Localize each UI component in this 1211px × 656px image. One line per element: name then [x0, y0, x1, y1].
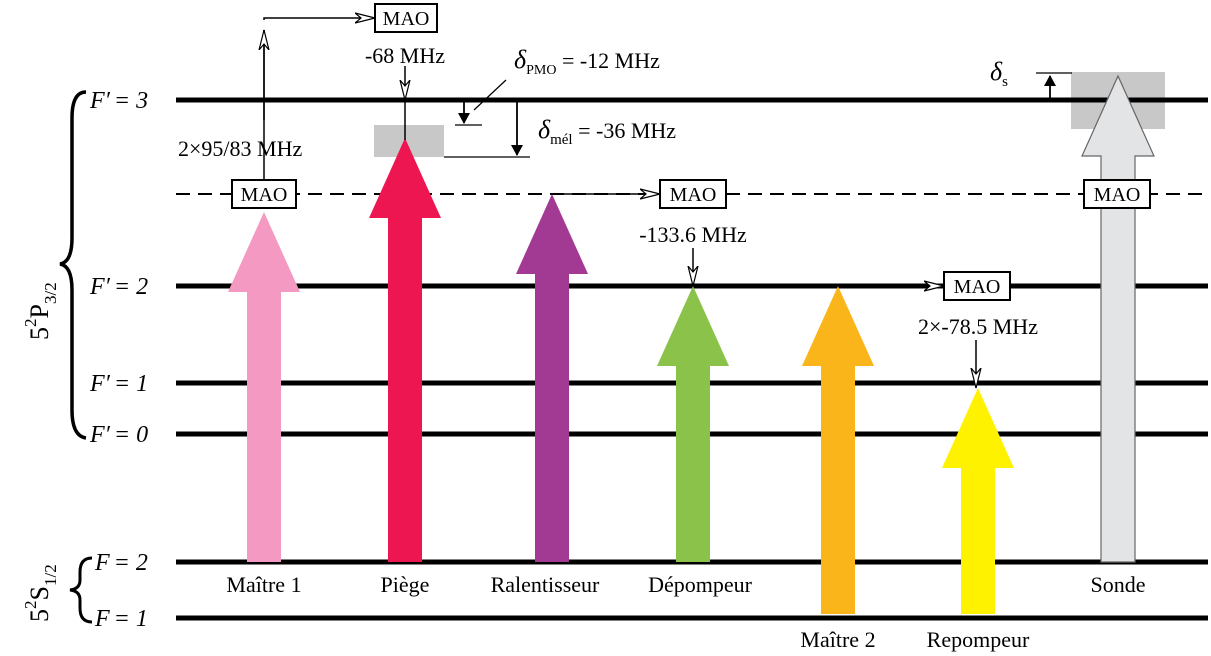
beam-label-maitre2: Maître 2 [800, 627, 875, 652]
beam-label-ralentisseur: Ralentisseur [491, 572, 600, 597]
beam-arrow-piege [369, 138, 441, 562]
delta-pmo: δPMO = -12 MHz [514, 45, 660, 78]
freq-double-pass: 2×95/83 MHz [178, 136, 302, 161]
level-label-f0: F′ = 0 [89, 422, 148, 448]
state-excited: 52P3/2 [21, 282, 60, 340]
beam-label-depompeur: Dépompeur [648, 572, 753, 597]
beam-label-repompeur: Repompeur [927, 627, 1030, 652]
mao-top: MAO [374, 3, 438, 33]
svg-text:52S1/2: 52S1/2 [21, 564, 60, 622]
mao-repompeur: MAO [943, 271, 1011, 301]
svg-text:MAO: MAO [954, 276, 1001, 298]
mao-sonde: MAO [1083, 179, 1151, 209]
freq-piege: -68 MHz [365, 43, 445, 68]
beam-label-maitre1: Maître 1 [226, 572, 301, 597]
svg-text:MAO: MAO [383, 8, 430, 30]
mao-depompeur: MAO [659, 179, 727, 209]
beam-label-sonde: Sonde [1091, 572, 1146, 597]
beam-arrow-depompeur [657, 286, 729, 562]
path-to-top-mao [263, 18, 375, 20]
delta-mel: δmél = -36 MHz [538, 115, 676, 148]
svg-text:MAO: MAO [670, 184, 717, 206]
beam-arrow-repompeur [942, 388, 1014, 614]
level-label-f3: F′ = 3 [89, 88, 148, 114]
delta-s: δs [990, 57, 1008, 90]
level-label-f2: F′ = 2 [89, 274, 148, 300]
svg-text:MAO: MAO [241, 184, 288, 206]
freq-depompeur: -133.6 MHz [639, 222, 747, 247]
freq-repompeur: 2×-78.5 MHz [918, 314, 1038, 339]
beam-arrow-maitre1 [228, 212, 300, 562]
brace-ground [69, 556, 93, 624]
beam-arrow-maitre2 [802, 286, 874, 614]
level-label-f1: F′ = 1 [89, 371, 148, 397]
beam-arrow-sonde [1081, 74, 1155, 563]
pmo-leader [473, 79, 507, 111]
beam-label-piege: Piège [381, 572, 430, 597]
state-ground: 52S1/2 [21, 564, 60, 622]
level-label-g2: F = 2 [94, 550, 148, 576]
mao-maitre1: MAO [231, 179, 297, 209]
svg-text:MAO: MAO [1094, 184, 1141, 206]
level-label-g1: F = 1 [94, 606, 148, 632]
brace-excited [59, 90, 87, 440]
beam-arrow-ralentisseur [516, 194, 588, 562]
svg-text:52P3/2: 52P3/2 [21, 282, 60, 340]
